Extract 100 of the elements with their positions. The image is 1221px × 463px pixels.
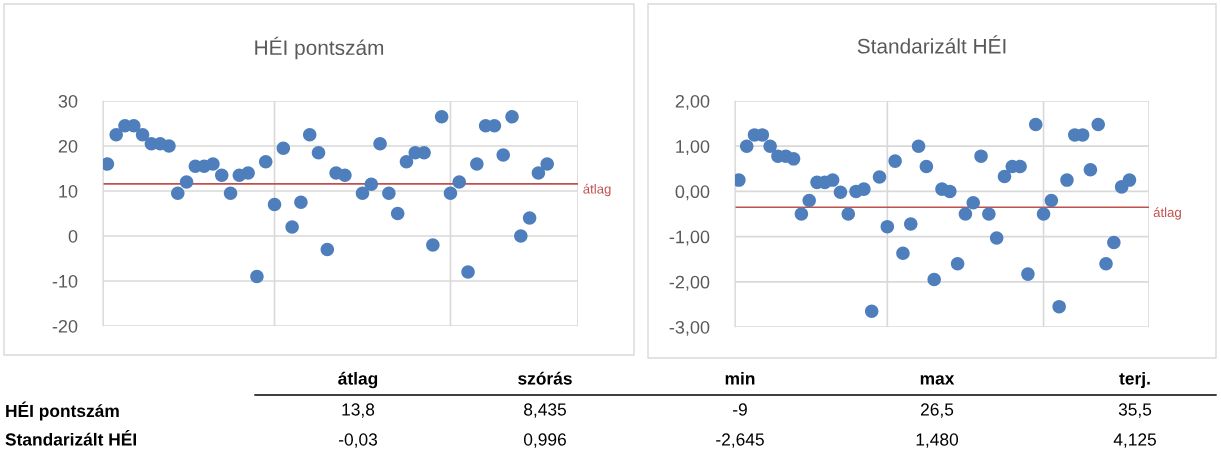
text: terj.: [1119, 371, 1150, 389]
point: [355, 186, 370, 201]
text: -2,645: [716, 433, 764, 448]
point: [434, 109, 449, 124]
point: [857, 182, 871, 196]
point: [1083, 162, 1098, 177]
text: -0,03: [338, 433, 378, 448]
point: [390, 206, 405, 221]
point: [540, 157, 554, 171]
point: [802, 193, 816, 208]
point: [399, 154, 414, 169]
point: [294, 195, 308, 210]
point: [258, 154, 273, 169]
point: [943, 184, 957, 199]
point: [911, 139, 926, 153]
point: [496, 148, 510, 162]
text: Standarizált HÉI: [5, 430, 137, 446]
point: [241, 166, 255, 180]
point: [214, 168, 229, 183]
point: [872, 170, 887, 184]
point: [989, 231, 1004, 245]
text: 13,8: [342, 403, 375, 418]
text: szórás: [518, 371, 572, 385]
point: [452, 175, 467, 189]
point: [382, 186, 396, 201]
point: [206, 157, 220, 171]
text: 26,5: [920, 403, 954, 418]
point: [285, 220, 299, 234]
point: [1060, 173, 1074, 187]
point: [903, 217, 918, 231]
point: [135, 127, 150, 142]
point: [786, 152, 801, 166]
point: [1021, 267, 1035, 281]
point: [250, 269, 264, 284]
point: [461, 265, 475, 279]
point: [1044, 193, 1059, 208]
y-tick-label: -2,00: [669, 275, 710, 291]
point: [302, 127, 317, 142]
y-tick-label: 30: [58, 94, 78, 108]
point: [1099, 256, 1113, 271]
point: [417, 145, 431, 160]
chart-title: HÉI pontszám: [255, 36, 384, 60]
y-tick-label: -20: [52, 319, 78, 333]
chart-title: Standarizált HÉI: [857, 35, 1006, 54]
y-tick-label: 20: [58, 139, 78, 153]
point: [997, 169, 1012, 184]
point: [966, 195, 981, 210]
point: [763, 139, 777, 153]
point: [171, 186, 185, 201]
y-tick-label: -1,00: [669, 230, 710, 246]
point: [531, 166, 546, 180]
point: [179, 175, 194, 189]
point: [927, 272, 941, 287]
point: [364, 177, 379, 192]
point: [1028, 117, 1043, 132]
point: [888, 154, 902, 168]
point: [958, 207, 973, 221]
point: [276, 141, 291, 156]
point: [1122, 173, 1137, 187]
ref-line-label: átlag: [583, 183, 611, 197]
text: 35,5: [1118, 403, 1152, 418]
text: max: [920, 375, 955, 385]
point: [794, 207, 809, 221]
point: [522, 211, 537, 225]
text: min: [725, 371, 755, 385]
text: 1,480: [916, 433, 959, 448]
y-tick-label: 10: [59, 184, 78, 198]
point: [1052, 299, 1066, 314]
point: [443, 186, 458, 201]
text: HÉI pontszám: [6, 401, 119, 421]
text: -9: [733, 403, 747, 416]
point: [320, 242, 335, 257]
point: [109, 127, 123, 142]
point: [864, 304, 879, 318]
point: [841, 207, 856, 221]
y-tick-label: 0,00: [675, 185, 710, 201]
y-tick-label: 2,00: [675, 94, 710, 110]
point: [1091, 117, 1105, 132]
point: [505, 109, 519, 124]
point: [1107, 235, 1121, 250]
point: [267, 197, 282, 212]
point: [974, 149, 988, 163]
point: [373, 136, 387, 151]
point: [426, 238, 440, 252]
point: [162, 139, 176, 153]
point: [833, 185, 848, 200]
text: átlag: [338, 371, 378, 389]
y-tick-label: 0: [68, 229, 78, 243]
point: [896, 246, 910, 261]
point: [470, 157, 484, 171]
text: 0,996: [523, 433, 566, 448]
point: [739, 139, 754, 153]
point: [919, 159, 934, 174]
point: [880, 219, 895, 234]
text: 4,125: [1113, 433, 1156, 448]
point: [950, 256, 965, 271]
text: 8,435: [524, 403, 566, 418]
point: [825, 173, 840, 187]
point: [982, 207, 996, 221]
point: [311, 145, 326, 160]
